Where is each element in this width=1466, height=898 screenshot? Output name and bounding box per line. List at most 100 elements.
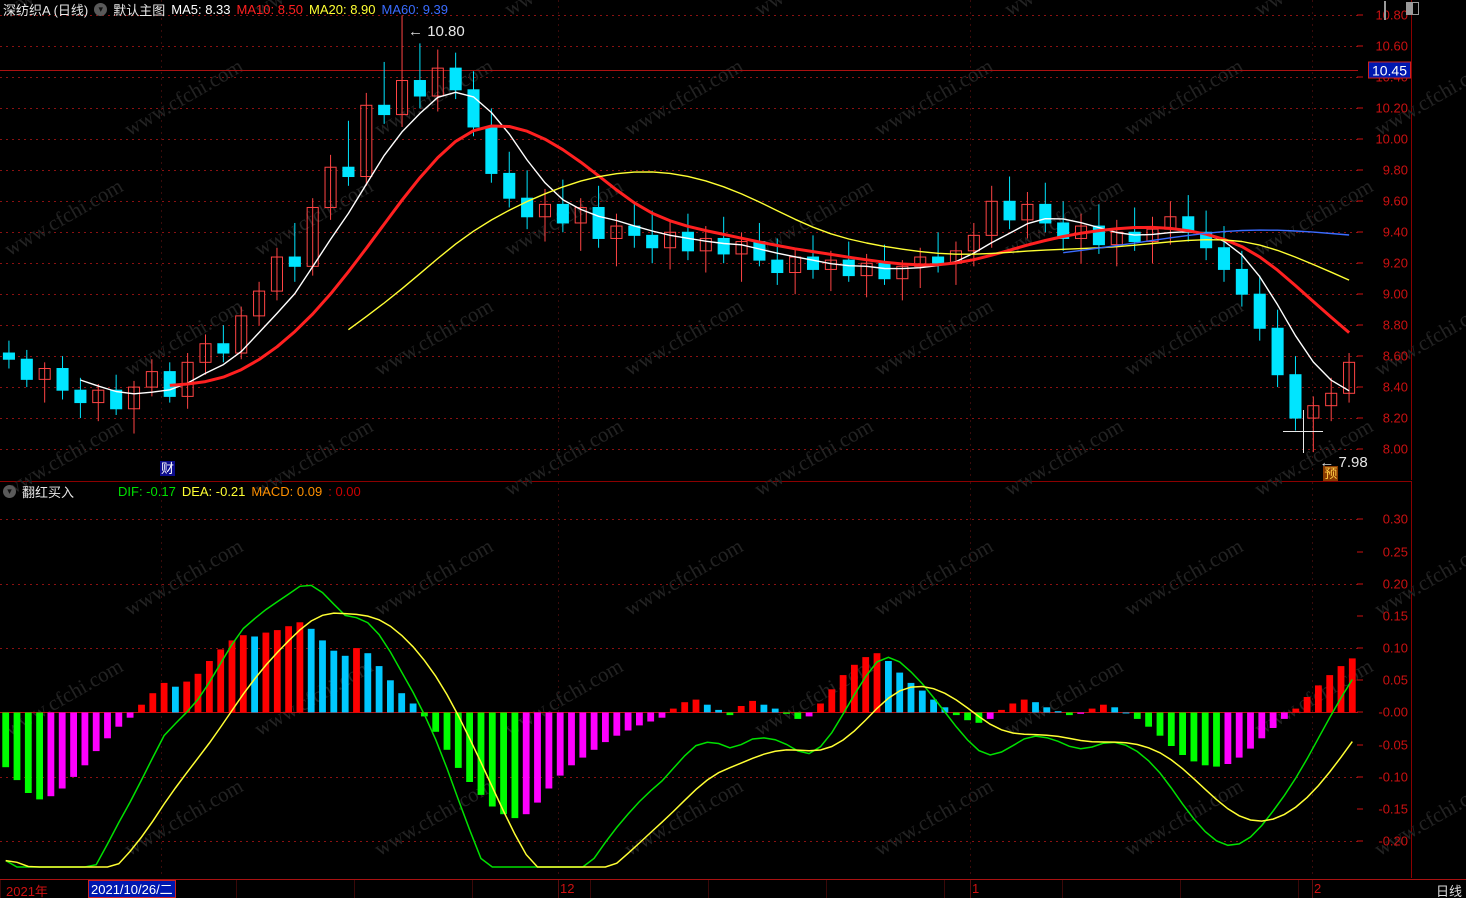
- macd-histogram-bar: [217, 649, 225, 713]
- macd-legend: MACD: 0.09: [251, 483, 323, 499]
- macd-histogram-bar: [839, 675, 847, 713]
- ma-line-60: [1063, 229, 1350, 254]
- macd-histogram-bar: [1348, 658, 1356, 713]
- price-chart-panel[interactable]: 深纺织A (日线) ▾ 默认主图 MA5: 8.33 MA10: 8.50 MA…: [0, 0, 1412, 481]
- macd-y-tick: -0.05: [1378, 737, 1408, 753]
- x-axis[interactable]: 2021年 2021/10/26/二 日线 111212: [0, 879, 1466, 898]
- chevron-down-icon[interactable]: ▾: [94, 2, 108, 16]
- macd-chart-panel[interactable]: ▾ 翻红买入 DIF: -0.17 DEA: -0.21 MACD: 0.09 …: [0, 481, 1412, 878]
- candlestick: [74, 377, 87, 419]
- macd-histogram-bar: [1100, 704, 1107, 713]
- macd-histogram-bar: [828, 689, 836, 713]
- ma20-legend: MA20: 8.90: [309, 1, 376, 17]
- macd-histogram-bar: [1224, 712, 1232, 764]
- macd-histogram-bar: [251, 636, 258, 713]
- candlestick: [413, 43, 426, 109]
- macd-histogram-bar: [534, 712, 541, 803]
- candlestick: [431, 49, 444, 112]
- candlestick: [270, 247, 283, 301]
- macd-histogram-bar: [885, 661, 892, 713]
- macd-histogram-bar: [319, 640, 326, 713]
- macd-histogram-bar: [341, 655, 349, 713]
- chevron-down-icon[interactable]: ▾: [3, 484, 16, 498]
- candlestick: [538, 188, 552, 242]
- candlestick: [1289, 356, 1302, 431]
- macd-histogram-bar: [296, 622, 304, 713]
- crosshair-vertical: [1303, 410, 1304, 453]
- macd-histogram-bar: [817, 703, 824, 713]
- macd-histogram-bar: [613, 712, 621, 736]
- macd-plot: [2, 584, 1356, 868]
- macd-histogram-bar: [636, 712, 643, 726]
- macd-histogram-bar: [353, 648, 360, 713]
- macd-histogram-bar: [262, 632, 270, 713]
- candlestick: [503, 151, 516, 208]
- window-icons[interactable]: [1382, 1, 1420, 20]
- macd-y-tick: 0.30: [1382, 511, 1408, 527]
- candlestick: [789, 247, 802, 295]
- macd-histogram-bar: [500, 712, 507, 815]
- candlestick: [1039, 182, 1052, 233]
- macd-histogram-bar: [307, 628, 315, 713]
- macd-y-tick: 0.05: [1382, 672, 1408, 688]
- macd-histogram-bar: [986, 712, 994, 719]
- finance-badge[interactable]: 财: [160, 461, 176, 476]
- macd-histogram-bar: [1201, 712, 1209, 766]
- forecast-badge[interactable]: 预: [1323, 466, 1339, 481]
- macd-histogram-bar: [794, 712, 802, 719]
- macd-histogram-bar: [172, 686, 179, 713]
- price-y-tick: 10.20: [1375, 100, 1408, 116]
- candlestick: [1075, 213, 1088, 264]
- x-axis-tick: 12: [560, 881, 575, 896]
- macd-histogram-bar: [1156, 712, 1164, 736]
- candlestick: [556, 179, 569, 233]
- macd-histogram-bar: [194, 673, 202, 713]
- macd-histogram-bar: [669, 708, 677, 713]
- candlestick: [717, 216, 730, 264]
- macd-histogram-bar: [941, 707, 949, 713]
- diamond-icon[interactable]: [1382, 1, 1396, 20]
- macd-histogram-bar: [964, 712, 971, 721]
- candlestick: [842, 241, 855, 282]
- macd-histogram-bar: [70, 712, 77, 777]
- macd-histogram-bar: [703, 704, 711, 713]
- macd-histogram-bar: [873, 653, 881, 713]
- macd-histogram-bar: [1009, 703, 1017, 713]
- macd-histogram-bar: [454, 712, 462, 768]
- candlestick: [1110, 219, 1123, 267]
- price-y-axis[interactable]: 10.80 10.60 10.40 10.20 10.00 9.80 9.60 9.40 9.2…: [1357, 0, 1411, 480]
- macd-histogram-bar: [658, 712, 666, 718]
- macd-histogram-bar: [1292, 708, 1300, 713]
- macd-histogram-bar: [545, 712, 553, 789]
- macd-y-tick: -0.00: [1378, 704, 1408, 720]
- macd-histogram-bar: [1303, 697, 1311, 713]
- macd-y-tick: 0.10: [1382, 640, 1408, 656]
- price-y-tick: 9.80: [1382, 162, 1408, 178]
- ma-line-20: [347, 171, 1350, 331]
- macd-y-axis[interactable]: 0.30 0.25 0.20 0.15 0.10 0.05 -0.00 -0.05 -0.10 -…: [1357, 482, 1411, 878]
- candlestick: [449, 52, 462, 100]
- candlestick: [521, 170, 534, 230]
- candlestick: [467, 71, 480, 137]
- macd-histogram-bar: [81, 712, 89, 766]
- candlestick: [217, 325, 230, 363]
- price-highlight-label: 10.45: [1367, 61, 1411, 79]
- indicator-name[interactable]: 默认主图: [113, 2, 166, 18]
- macd-indicator-name[interactable]: 翻红买入: [22, 484, 75, 500]
- macd-histogram-bar: [737, 706, 745, 713]
- macd-histogram-bar: [771, 708, 779, 713]
- candlestick: [1325, 377, 1338, 422]
- price-y-tick: 10.60: [1375, 38, 1408, 54]
- split-square-icon[interactable]: [1406, 2, 1420, 16]
- macd-histogram-bar: [2, 712, 10, 768]
- macd-histogram-bar: [149, 693, 157, 713]
- macd-histogram-bar: [624, 712, 632, 731]
- symbol-title[interactable]: 深纺织A (日线): [3, 2, 89, 18]
- period-label[interactable]: 日线: [1435, 884, 1462, 898]
- macd-histogram-bar: [92, 712, 100, 752]
- macd-histogram-bar: [1020, 699, 1028, 713]
- macd-histogram-bar: [1133, 712, 1141, 719]
- x-axis-tick: 1: [972, 881, 980, 896]
- macd-histogram-bar: [398, 693, 406, 713]
- macd-histogram-bar: [1281, 712, 1288, 719]
